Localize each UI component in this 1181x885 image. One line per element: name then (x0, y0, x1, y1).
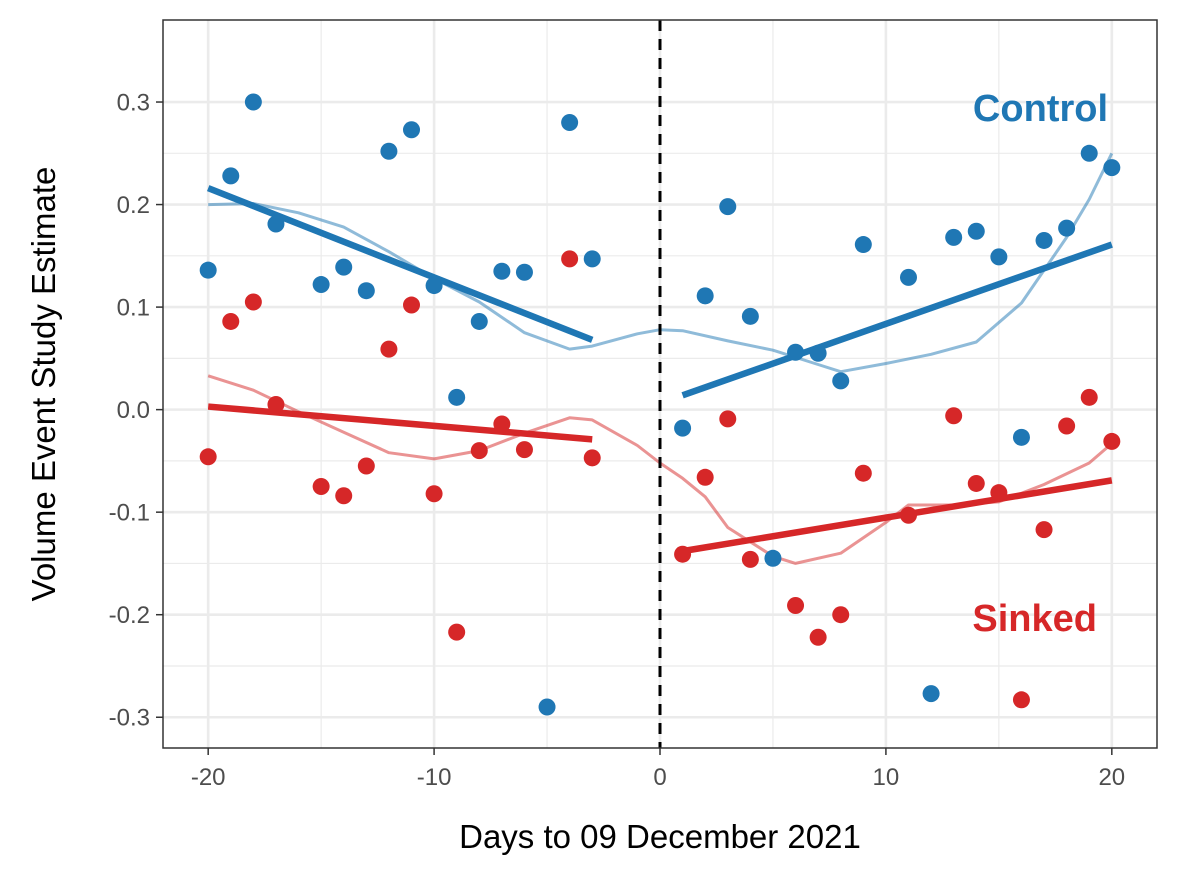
point-control (741, 307, 759, 325)
point-sinked (787, 596, 805, 614)
point-sinked (222, 312, 240, 330)
series-label-sinked: Sinked (972, 598, 1097, 640)
point-control (787, 343, 805, 361)
point-control (854, 236, 872, 254)
point-control (1058, 219, 1076, 237)
point-control (403, 121, 420, 139)
point-control (764, 549, 782, 567)
point-sinked (945, 407, 963, 425)
y-tick-label: -0.2 (109, 602, 150, 629)
point-control (809, 344, 827, 362)
point-sinked (832, 606, 850, 624)
point-control (335, 258, 353, 276)
point-sinked (1012, 691, 1030, 709)
smooth-curve-control (208, 152, 1114, 374)
y-tick-label: 0.1 (117, 295, 150, 322)
fit-line-post-sinked (682, 477, 1113, 555)
point-control (538, 698, 556, 716)
point-control (990, 248, 1008, 266)
y-tick-label: 0.3 (117, 90, 150, 117)
point-sinked (357, 457, 375, 475)
point-sinked (380, 340, 398, 358)
x-tick-label: 0 (653, 764, 666, 791)
point-sinked (1058, 417, 1076, 435)
point-control (1035, 231, 1053, 249)
point-sinked (335, 487, 353, 505)
y-tick-label: -0.1 (109, 500, 150, 527)
point-sinked (854, 464, 872, 482)
point-control (448, 388, 466, 406)
point-control (1103, 159, 1121, 177)
point-control (222, 167, 240, 185)
point-sinked (199, 448, 217, 466)
point-control (312, 276, 330, 294)
point-sinked (312, 478, 330, 496)
point-sinked (470, 442, 488, 460)
point-sinked (425, 485, 443, 503)
point-sinked (493, 415, 511, 433)
point-control (425, 277, 443, 295)
data-points (199, 93, 1121, 716)
point-sinked (1080, 388, 1098, 406)
fit-line-post-control (681, 241, 1113, 399)
y-tick-label: 0.2 (117, 192, 150, 219)
point-control (493, 262, 511, 280)
x-tick-label: 10 (873, 764, 900, 791)
point-sinked (809, 628, 827, 646)
point-sinked (244, 293, 262, 311)
series-label-control: Control (973, 88, 1108, 130)
point-control (696, 287, 714, 305)
point-sinked (561, 250, 579, 268)
x-axis-title: Days to 09 December 2021 (459, 818, 861, 855)
point-sinked (990, 484, 1008, 502)
point-control (470, 312, 488, 330)
point-control (357, 282, 375, 300)
point-sinked (267, 396, 285, 414)
y-axis-title: Volume Event Study Estimate (25, 167, 62, 602)
point-control (515, 263, 533, 281)
point-sinked (674, 545, 692, 563)
point-sinked (719, 410, 737, 428)
point-control (1012, 428, 1030, 446)
point-sinked (900, 506, 917, 524)
point-sinked (967, 474, 985, 492)
x-tick-label: -10 (417, 764, 452, 791)
point-control (719, 198, 737, 216)
fit-lines (206, 185, 1113, 555)
point-control (922, 685, 940, 703)
point-sinked (583, 449, 601, 467)
fit-line-pre-control (206, 185, 594, 343)
x-tick-label: -20 (191, 764, 226, 791)
point-sinked (448, 623, 466, 641)
point-control (244, 93, 262, 111)
point-control (832, 372, 850, 390)
point-control (561, 114, 579, 132)
point-control (674, 419, 692, 437)
point-sinked (403, 296, 420, 314)
y-tick-label: 0.0 (117, 397, 150, 424)
point-control (583, 250, 601, 268)
point-sinked (1103, 432, 1121, 450)
y-tick-label: -0.3 (109, 705, 150, 732)
point-control (199, 261, 217, 279)
point-control (380, 142, 398, 160)
point-control (267, 215, 285, 233)
y-axis: -0.3 -0.2 -0.1 0.0 0.1 0.2 0.3 (109, 90, 163, 732)
point-control (900, 268, 917, 286)
point-sinked (696, 468, 714, 486)
point-sinked (741, 550, 759, 568)
x-axis: -20 -10 0 10 20 (191, 748, 1125, 791)
point-sinked (1035, 521, 1053, 539)
x-tick-label: 20 (1098, 764, 1125, 791)
point-control (945, 228, 963, 246)
point-control (967, 222, 985, 240)
point-control (1080, 144, 1098, 162)
point-sinked (515, 441, 533, 459)
